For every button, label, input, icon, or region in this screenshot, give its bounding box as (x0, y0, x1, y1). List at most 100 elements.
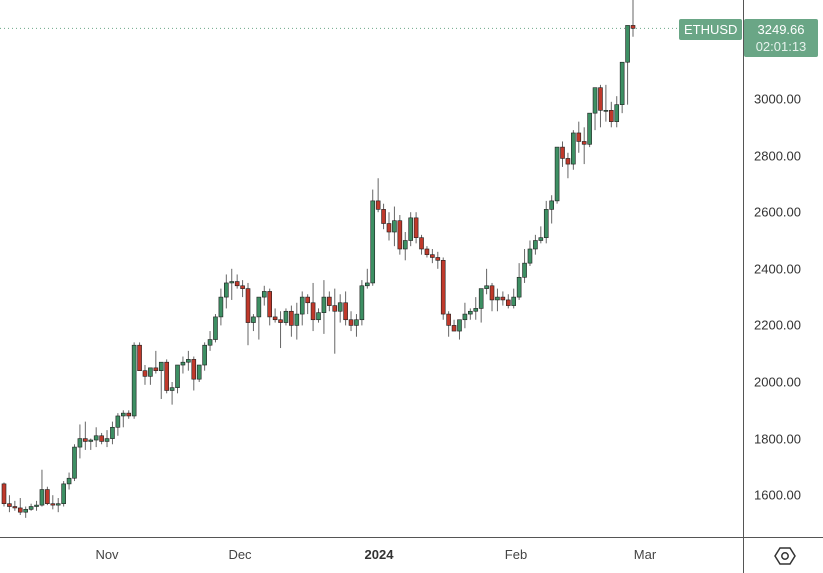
candle-down (598, 87, 603, 111)
candle-down (17, 507, 23, 513)
candle-up (148, 367, 153, 377)
candle-up (592, 87, 598, 114)
candle-up (229, 281, 235, 284)
candle-down (83, 438, 88, 442)
candle-up (538, 237, 544, 241)
candle-up (359, 285, 365, 321)
last-price-value: 3249.66 (757, 22, 805, 37)
candle-down (191, 359, 197, 380)
candle-down (348, 319, 354, 326)
candle-up (66, 477, 72, 485)
candle-down (327, 296, 332, 306)
candle-down (245, 288, 251, 323)
candle-up (158, 361, 164, 371)
candle-down (500, 296, 506, 301)
candle-down (126, 412, 132, 417)
candle-down (576, 132, 582, 142)
candle-up (251, 316, 256, 323)
candle-up (462, 313, 468, 321)
candle-up (337, 302, 343, 312)
candle-up (202, 344, 207, 366)
candle-up (516, 276, 522, 298)
candle-up (294, 313, 300, 326)
candle-down (272, 316, 278, 321)
axis-corner (743, 537, 823, 573)
price-tick: 2600.00 (754, 204, 801, 220)
candle-up (93, 435, 99, 441)
candle-down (489, 285, 495, 301)
chart-plot-area[interactable]: ETHUSD (0, 0, 743, 537)
candle-down (45, 489, 50, 504)
candle-up (511, 296, 517, 306)
candle-up (186, 359, 191, 363)
candle-up (120, 412, 126, 417)
settings-hexagon-icon[interactable] (774, 545, 796, 567)
candle-up (533, 240, 538, 250)
candle-down (430, 254, 435, 258)
candle-up (468, 310, 473, 315)
candle-up (527, 248, 533, 264)
candle-up (39, 489, 45, 506)
candle-up (104, 438, 110, 442)
candle-up (61, 483, 66, 504)
candle-down (137, 344, 142, 371)
symbol-badge: ETHUSD (679, 19, 743, 40)
candle-down (50, 503, 56, 506)
candle-down (630, 25, 636, 29)
candle-down (609, 110, 614, 122)
time-tick: Mar (633, 547, 657, 562)
candle-down (234, 281, 240, 287)
candle-up (131, 344, 137, 417)
candle-up (55, 503, 61, 506)
candle-down (424, 248, 430, 255)
candle-down (343, 302, 348, 321)
candle-down (289, 310, 294, 326)
candle-down (381, 209, 386, 224)
time-tick: Feb (504, 547, 528, 562)
candle-up (110, 426, 115, 439)
candle-down (413, 217, 419, 238)
candle-up (619, 61, 625, 105)
candle-countdown: 02:01:13 (755, 39, 807, 54)
candle-up (457, 319, 462, 332)
candle-up (169, 387, 175, 391)
candle-up (571, 132, 576, 165)
candle-down (581, 141, 587, 145)
price-tick: 2400.00 (754, 261, 801, 277)
candle-up (614, 104, 620, 122)
candle-up (88, 439, 94, 442)
candle-up (321, 296, 327, 313)
candle-down (435, 257, 441, 261)
candle-up (175, 364, 180, 388)
candle-down (446, 313, 451, 326)
candle-down (142, 370, 148, 377)
candle-up (34, 504, 39, 507)
candle-up (603, 110, 609, 112)
time-tick: 2024 (364, 547, 394, 562)
candle-up (224, 282, 229, 298)
candle-up (77, 438, 83, 448)
candle-down (99, 435, 104, 442)
candle-down (12, 506, 18, 509)
candle-up (495, 296, 500, 301)
candle-up (218, 296, 224, 318)
candle-up (256, 296, 262, 318)
candle-up (392, 220, 397, 233)
time-tick: Dec (228, 547, 252, 562)
candle-down (153, 367, 159, 371)
candle-up (408, 217, 413, 241)
candle-up (261, 291, 267, 298)
price-tick: 2000.00 (754, 374, 801, 390)
price-tick: 2800.00 (754, 148, 801, 164)
time-axis[interactable]: Nov Dec 2024 Feb Mar (0, 537, 743, 573)
candle-up (180, 361, 186, 366)
candle-up (478, 288, 484, 309)
candle-up (365, 282, 370, 287)
candle-down (397, 220, 403, 250)
candle-down (451, 325, 457, 332)
candle-up (543, 209, 549, 238)
candle-up (522, 262, 527, 278)
candlestick-chart (0, 0, 743, 518)
candle-down (440, 260, 446, 315)
price-axis[interactable]: 3000.00 2800.00 2600.00 2400.00 2200.00 2000.… (743, 0, 823, 537)
